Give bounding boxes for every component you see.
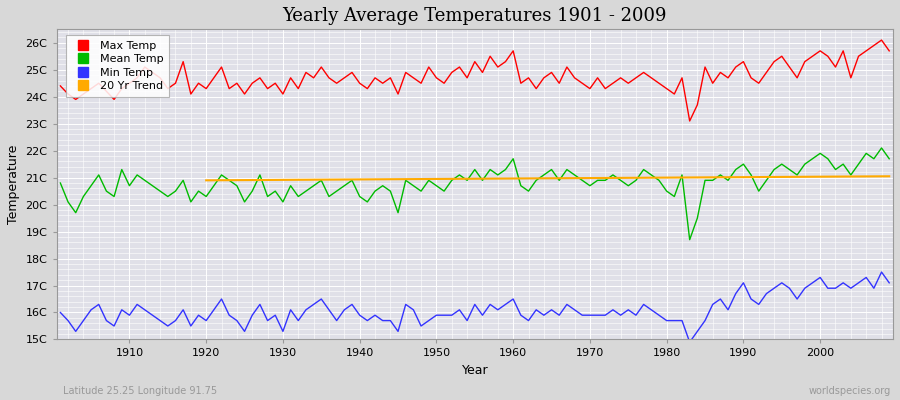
Legend: Max Temp, Mean Temp, Min Temp, 20 Yr Trend: Max Temp, Mean Temp, Min Temp, 20 Yr Tre… xyxy=(67,36,169,96)
Text: Latitude 25.25 Longitude 91.75: Latitude 25.25 Longitude 91.75 xyxy=(63,386,217,396)
Title: Yearly Average Temperatures 1901 - 2009: Yearly Average Temperatures 1901 - 2009 xyxy=(283,7,667,25)
Text: worldspecies.org: worldspecies.org xyxy=(809,386,891,396)
X-axis label: Year: Year xyxy=(462,364,488,377)
Y-axis label: Temperature: Temperature xyxy=(7,145,20,224)
